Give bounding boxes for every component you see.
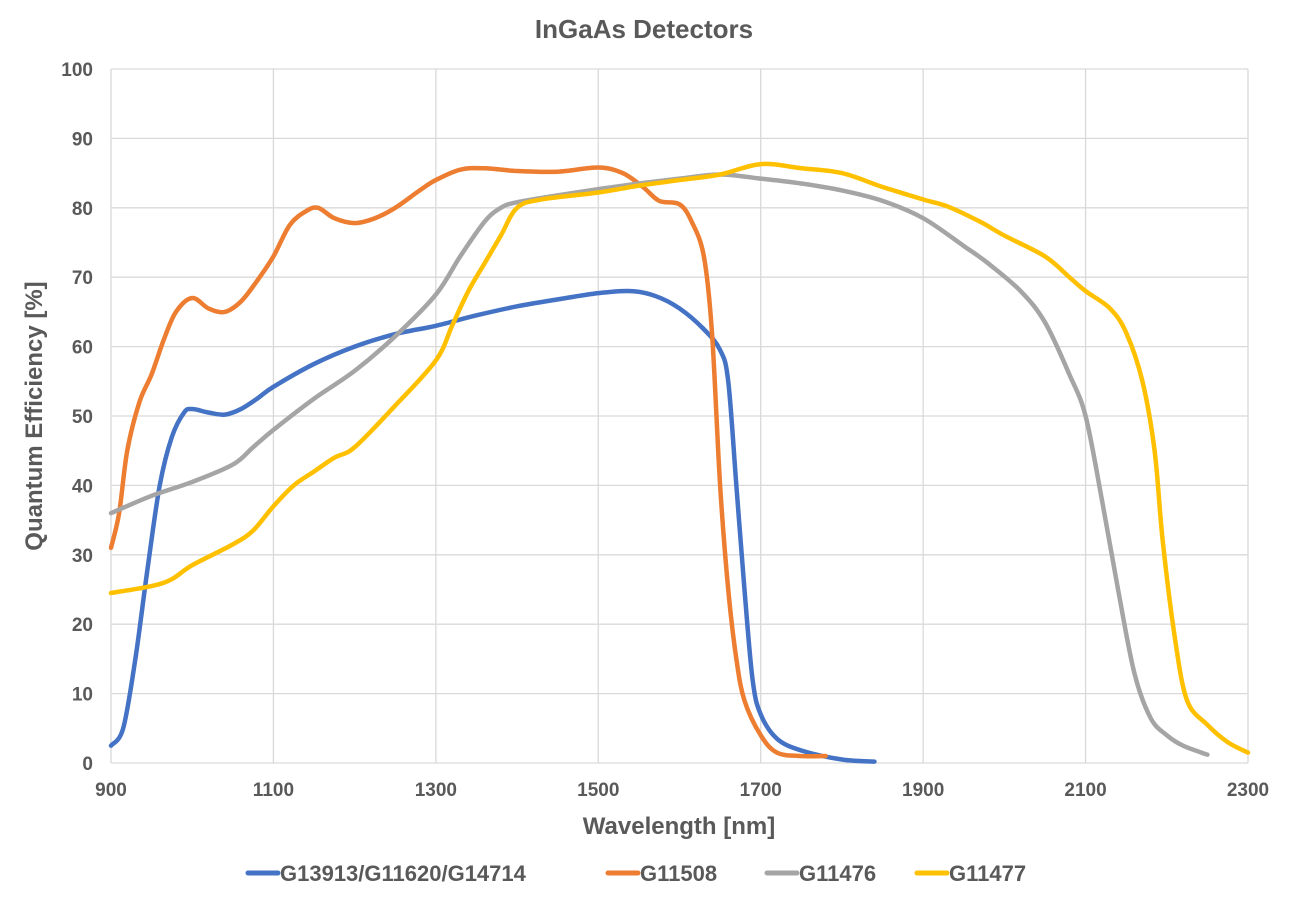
series-lines: [108, 161, 1251, 764]
series-line-g11476: [108, 172, 1210, 757]
x-tick-label: 900: [95, 780, 127, 801]
y-tick-label: 90: [72, 129, 93, 150]
y-tick-label: 80: [72, 199, 93, 220]
grid: [110, 68, 1249, 764]
y-axis-label: Quantum Efficiency [%]: [21, 281, 48, 550]
x-tick-label: 1900: [902, 780, 944, 801]
y-tick-label: 70: [72, 268, 93, 289]
legend-item: G11476: [764, 861, 876, 886]
series-line-g13913-g11620-g14714: [108, 288, 877, 764]
legend-label: G13913/G11620/G14714: [280, 861, 527, 886]
x-axis-label: Wavelength [nm]: [583, 813, 775, 840]
legend-item: G11508: [605, 861, 717, 886]
y-tick-label: 20: [72, 615, 93, 636]
y-tick-label: 100: [61, 60, 93, 81]
legend: G13913/G11620/G14714 G11508 G11476 G11477: [245, 861, 1026, 886]
x-tick-label: 1500: [577, 780, 619, 801]
series-line-g11477: [108, 161, 1251, 755]
y-tick-label: 10: [72, 685, 93, 706]
y-tick-label: 0: [82, 754, 93, 775]
x-tick-label: 1100: [253, 780, 294, 801]
x-tick-label: 1300: [415, 780, 457, 801]
legend-label: G11476: [799, 861, 876, 886]
y-tick-label: 30: [72, 546, 93, 567]
legend-label: G11477: [949, 861, 1026, 886]
y-tick-label: 60: [72, 338, 93, 359]
legend-item: G11477: [914, 861, 1026, 886]
x-tick-labels: 900 1100 1300 1500 1700 1900 2100 2300: [95, 780, 1269, 801]
y-tick-labels: 0 10 20 30 40 50 60 70 80 90 100: [61, 60, 93, 775]
chart-title: InGaAs Detectors: [535, 14, 753, 44]
legend-label: G11508: [640, 861, 717, 886]
y-tick-label: 40: [72, 476, 93, 497]
legend-item: G13913/G11620/G14714: [245, 861, 527, 886]
series-line-g11508: [108, 165, 828, 759]
x-tick-label: 2100: [1064, 780, 1106, 801]
y-tick-label: 50: [72, 407, 93, 428]
x-tick-label: 2300: [1227, 780, 1269, 801]
x-tick-label: 1700: [740, 780, 782, 801]
